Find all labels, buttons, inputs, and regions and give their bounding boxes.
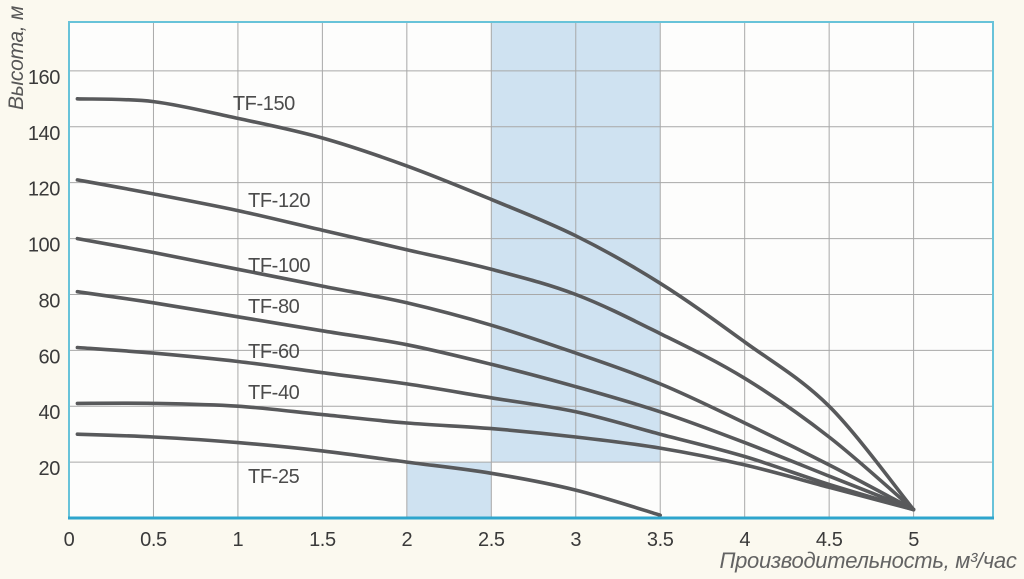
- curve-label-tf-60: TF-60: [248, 341, 300, 363]
- curve-tf-40: [75, 401, 916, 512]
- y-tick-label: 120: [28, 179, 60, 201]
- x-tick-label: 0.5: [140, 529, 167, 551]
- curve-label-tf-150: TF-150: [233, 93, 295, 115]
- x-tick-label: 3.5: [647, 529, 674, 551]
- curve-tf-80: [75, 289, 916, 512]
- x-tick-label: 1.5: [309, 529, 336, 551]
- curve-tf-25: [75, 432, 662, 517]
- curve-label-tf-100: TF-100: [248, 255, 310, 277]
- y-tick-label: 80: [39, 290, 61, 312]
- x-tick-label: 3: [570, 529, 581, 551]
- y-axis-title: Высота, м: [5, 6, 28, 110]
- curve-label-tf-80: TF-80: [248, 296, 300, 318]
- x-tick-label: 2: [401, 529, 412, 551]
- x-tick-label: 1: [233, 529, 244, 551]
- y-tick-label: 140: [28, 123, 60, 145]
- x-tick-label: 4: [739, 529, 750, 551]
- curve-label-tf-40: TF-40: [248, 382, 300, 404]
- curve-tf-60: [75, 345, 916, 512]
- curve-tf-120: [75, 178, 916, 512]
- y-tick-label: 100: [28, 235, 60, 257]
- x-axis-title: Производительность, м³/час: [719, 548, 1017, 573]
- x-tick-label: 2.5: [478, 529, 505, 551]
- curve-label-tf-25: TF-25: [248, 466, 300, 488]
- curve-tf-150: [75, 97, 916, 512]
- x-tick-label: 4.5: [816, 529, 843, 551]
- x-tick-label: 5: [908, 529, 919, 551]
- y-tick-label: 60: [39, 346, 61, 368]
- x-tick-label: 0: [64, 529, 75, 551]
- y-tick-label: 160: [28, 67, 60, 89]
- curve-label-tf-120: TF-120: [248, 190, 310, 212]
- curve-tf-100: [75, 236, 916, 512]
- y-tick-label: 40: [39, 402, 61, 424]
- y-tick-label: 20: [39, 458, 61, 480]
